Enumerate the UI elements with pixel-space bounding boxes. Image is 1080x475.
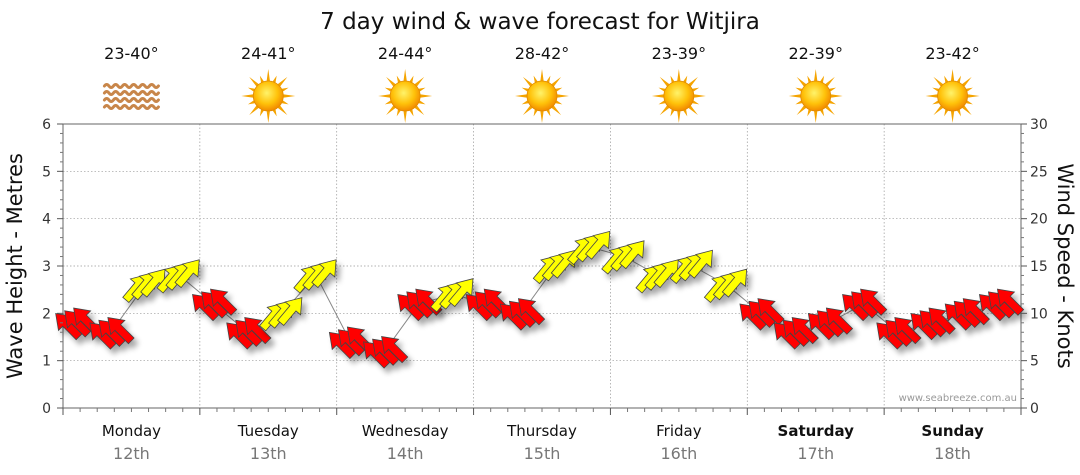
- temperature-range: 28-42°: [515, 44, 570, 63]
- temperature-range: 23-42°: [925, 44, 980, 63]
- wind-arrow: [876, 317, 922, 350]
- wind-arrow: [842, 288, 888, 322]
- wind-arrow: [978, 288, 1025, 322]
- wind-arrow: [156, 259, 200, 294]
- day-label: Friday: [656, 422, 702, 440]
- day-label: Tuesday: [237, 422, 299, 440]
- wind-arrow: [192, 288, 238, 322]
- right-tick-label: 10: [1030, 306, 1048, 322]
- day-axis: Monday 12th Tuesday 13th Wednesday 14th Thursd…: [62, 408, 1022, 463]
- day-label: Wednesday: [362, 422, 449, 440]
- left-tick-label: 2: [42, 306, 51, 322]
- right-tick-label: 15: [1030, 259, 1048, 275]
- wind-arrow: [226, 317, 272, 350]
- wind-arrow: [669, 249, 713, 285]
- day-label: Sunday: [921, 422, 984, 440]
- right-tick-label: 25: [1030, 164, 1048, 180]
- wind-arrow: [499, 298, 546, 331]
- left-tick-label: 0: [42, 401, 51, 417]
- left-tick-label: 5: [42, 164, 51, 180]
- date-label: 14th: [387, 444, 424, 463]
- sun-icon: [651, 69, 706, 123]
- date-label: 13th: [250, 444, 287, 463]
- date-label: 18th: [934, 444, 971, 463]
- right-tick-label: 0: [1030, 401, 1039, 417]
- wind-arrow: [55, 307, 101, 341]
- wind-arrow: [122, 268, 166, 304]
- wind-arrow: [601, 240, 645, 275]
- wind-arrow: [293, 259, 337, 294]
- sun-icon: [241, 69, 296, 123]
- wind-arrow: [807, 307, 854, 341]
- left-axis-title: Wave Height - Metres: [3, 153, 27, 379]
- haze-icon: [102, 83, 160, 110]
- day-label: Monday: [102, 422, 161, 440]
- date-label: 16th: [660, 444, 697, 463]
- wind-speed-line: [76, 246, 1001, 352]
- temperature-range: 23-40°: [104, 44, 159, 63]
- left-tick-label: 3: [42, 259, 51, 275]
- wind-arrow: [465, 288, 511, 322]
- wind-arrow: [944, 298, 990, 331]
- right-axis-title: Wind Speed - Knots: [1053, 163, 1077, 368]
- left-tick-label: 6: [42, 117, 51, 133]
- wind-arrow: [430, 278, 474, 313]
- grid-lines: [63, 124, 1021, 408]
- date-label: 15th: [524, 444, 561, 463]
- temperature-range: 23-39°: [652, 44, 707, 63]
- left-tick-label: 1: [42, 354, 51, 370]
- chart-title: 7 day wind & wave forecast for Witjira: [320, 9, 760, 35]
- wind-arrow: [363, 335, 409, 369]
- credit-text: www.seabreeze.com.au: [899, 393, 1017, 404]
- wind-arrow: [703, 268, 748, 304]
- date-label: 17th: [797, 444, 834, 463]
- sun-icon: [925, 69, 980, 123]
- temperature-range: 24-41°: [241, 44, 296, 63]
- wind-arrow: [910, 307, 956, 341]
- wind-arrow: [635, 259, 679, 294]
- left-tick-label: 4: [42, 212, 51, 228]
- wind-arrow: [89, 317, 135, 350]
- wind-arrow: [566, 230, 611, 266]
- wind-arrow: [328, 326, 375, 360]
- day-header-strip: 23-40° 24-41° 24-44° 28-42° 23-39° 22-39° 23-4…: [102, 44, 980, 123]
- sun-icon: [515, 69, 569, 123]
- wind-arrow: [259, 297, 303, 332]
- date-label: 12th: [113, 444, 150, 463]
- right-tick-label: 30: [1030, 117, 1048, 133]
- left-axis: 0 1 2 3 4 5 6: [42, 117, 63, 417]
- temperature-range: 22-39°: [788, 44, 843, 63]
- wind-arrow: [739, 298, 785, 331]
- right-tick-label: 5: [1030, 354, 1039, 370]
- day-label: Thursday: [506, 422, 577, 440]
- wind-arrow: [773, 317, 819, 350]
- wind-arrows: [55, 230, 1025, 369]
- right-axis: 0 5 10 15 20 25 30: [1021, 117, 1048, 417]
- sun-icon: [378, 69, 433, 123]
- day-label: Saturday: [778, 422, 855, 440]
- sun-icon: [788, 69, 843, 123]
- temperature-range: 24-44°: [378, 44, 433, 63]
- right-tick-label: 20: [1030, 212, 1048, 228]
